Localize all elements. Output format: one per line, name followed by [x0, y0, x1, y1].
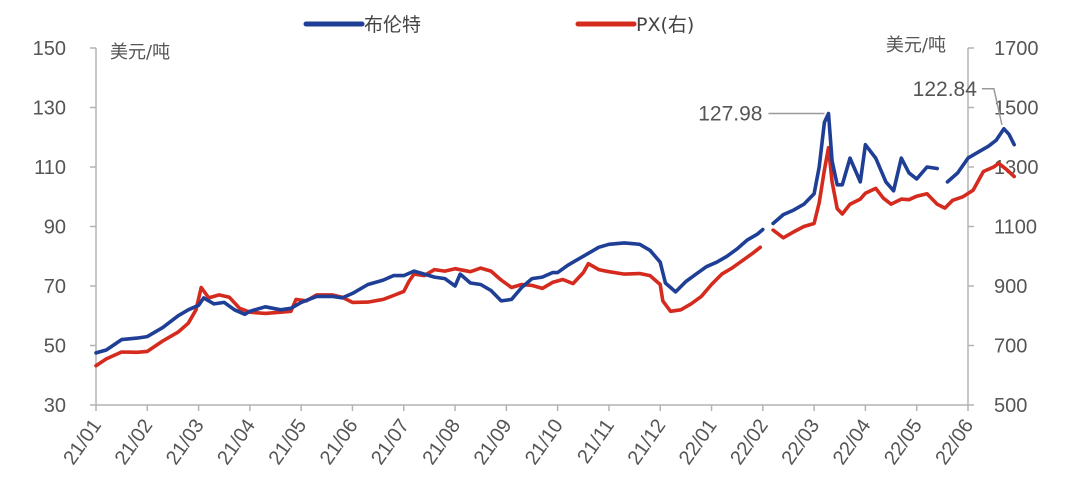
left-axis-tick-label: 150 [33, 38, 66, 60]
series-line-px [94, 245, 763, 368]
x-axis-tick-label: 21/07 [367, 415, 414, 469]
right-axis-tick-label: 1500 [994, 98, 1039, 120]
right-axis-tick-label: 1300 [994, 157, 1039, 179]
right-axis-tick-label: 900 [994, 276, 1027, 298]
x-axis-tick-label: 22/03 [777, 415, 824, 469]
left-axis-tick-label: 130 [33, 98, 66, 120]
legend-label-brent: 布伦特 [364, 14, 421, 36]
x-axis-tick-label: 21/10 [521, 415, 568, 469]
x-axis-tick-label: 22/06 [931, 415, 978, 469]
x-axis-tick-label: 21/05 [265, 415, 312, 469]
right-axis-tick-label: 700 [994, 336, 1027, 358]
right-axis-tick-label: 1700 [994, 38, 1039, 60]
right-axis-tick-label: 1100 [994, 217, 1037, 239]
axes: 30 50 70 90 110 130 150 500 700 900 1100 1300 1500 17… [33, 38, 1039, 469]
left-axis-tick-label: 70 [44, 276, 66, 298]
series-line-px [771, 145, 1017, 240]
left-axis-unit: 美元/吨 [110, 42, 170, 63]
x-axis-tick-label: 21/06 [316, 415, 363, 469]
x-axis-tick-label: 21/12 [624, 415, 671, 469]
x-axis-tick-label: 22/05 [880, 415, 927, 469]
left-axis-tick-label: 110 [34, 157, 66, 179]
x-axis-tick-label: 21/09 [470, 415, 517, 469]
legend: 布伦特 PX(右) [303, 14, 694, 36]
x-axis-tick-label: 22/01 [675, 415, 722, 469]
series-line-brent [94, 227, 765, 355]
right-axis-unit: 美元/吨 [886, 35, 946, 56]
x-axis-tick-label: 21/03 [162, 415, 209, 469]
series-line-brent [945, 127, 1017, 184]
annotation-label: 122.84 [913, 78, 978, 101]
right-axis-tick-label: 500 [994, 395, 1027, 417]
x-axis-tick-label: 21/11 [573, 415, 619, 467]
x-axis-tick-label: 21/02 [111, 415, 158, 469]
series-line-brent [771, 111, 940, 226]
left-axis-tick-label: 90 [44, 217, 66, 239]
x-axis-tick-label: 21/01 [59, 415, 106, 469]
annotations: 127.98 122.84 [698, 78, 1003, 126]
left-axis-tick-label: 50 [44, 336, 66, 358]
annotation-leader [981, 88, 1003, 125]
annotation-label: 127.98 [698, 103, 762, 126]
x-axis-tick-label: 22/02 [726, 415, 773, 469]
left-axis-tick-label: 30 [44, 395, 66, 417]
x-axis-tick-label: 22/04 [829, 415, 876, 469]
legend-label-px: PX(右) [636, 14, 694, 36]
x-axis-tick-label: 21/08 [418, 415, 465, 469]
x-axis-tick-label: 21/04 [213, 415, 260, 469]
plot-area [94, 111, 1017, 368]
